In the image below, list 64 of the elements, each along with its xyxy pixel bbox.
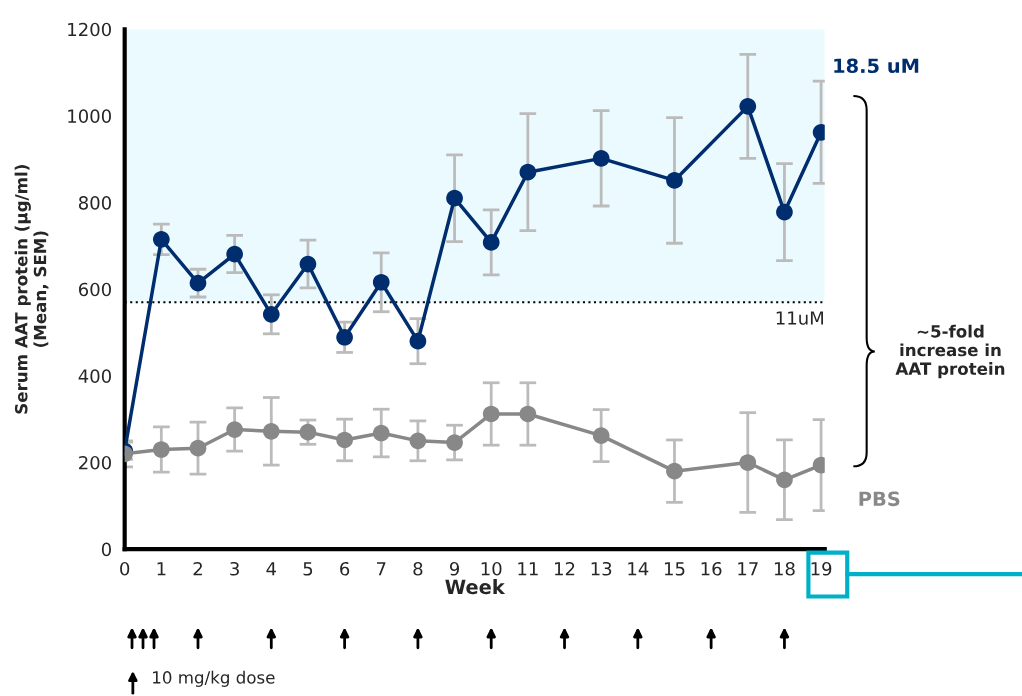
y-tick-label: 1200 <box>68 22 111 37</box>
point <box>446 189 463 207</box>
y-tick-label: 200 <box>79 455 111 470</box>
point <box>519 405 537 423</box>
point <box>226 421 243 438</box>
series-label: PBS <box>859 491 900 507</box>
x-tick-label: 19 <box>811 561 832 576</box>
x-tick-label: 17 <box>738 562 758 576</box>
x-tick-label: 10 <box>481 561 502 576</box>
point <box>592 150 610 167</box>
x-tick-label: 0 <box>120 561 130 576</box>
ref-line-label: 11uM <box>776 311 823 325</box>
point <box>776 471 793 489</box>
point <box>409 432 427 450</box>
text: ~5-fold increase in AAT protein <box>895 324 1005 379</box>
point <box>666 462 683 480</box>
y-axis-title: Serum AAT protein (µg/ml) (Mean, SEM) <box>14 165 49 414</box>
point <box>262 305 280 323</box>
point <box>776 203 793 221</box>
point <box>372 273 390 291</box>
point <box>482 405 500 423</box>
point <box>189 274 207 292</box>
point <box>226 245 243 263</box>
y-tick-label: 800 <box>78 196 111 210</box>
text: 10 mg/kg dose <box>153 670 275 687</box>
point <box>519 163 537 181</box>
x-tick-label: 12 <box>555 561 575 576</box>
point <box>336 431 353 449</box>
point <box>153 441 170 458</box>
x-tick-label: 7 <box>376 562 386 576</box>
point <box>299 423 317 441</box>
point <box>372 424 390 442</box>
annotation: 18.5 uM <box>834 58 919 74</box>
point <box>592 427 610 444</box>
point <box>446 434 463 451</box>
point <box>409 332 427 350</box>
x-tick-label: 15 <box>664 562 685 576</box>
y-tick-label: 0 <box>101 542 111 557</box>
x-tick-label: 16 <box>701 561 722 576</box>
point <box>666 172 683 189</box>
x-tick-label: 4 <box>266 562 277 576</box>
point <box>262 422 280 440</box>
x-tick-label: 18 <box>774 561 795 576</box>
point <box>739 98 757 115</box>
x-tick-label: 9 <box>449 561 460 576</box>
x-tick-label: 5 <box>303 562 313 576</box>
x-tick-label: 14 <box>628 562 649 576</box>
point <box>189 439 207 457</box>
point <box>336 328 353 346</box>
x-axis-title: Week <box>445 579 506 595</box>
x-tick-label: 8 <box>413 561 423 576</box>
y-tick-label: 600 <box>78 282 111 297</box>
x-tick-label: 1 <box>157 562 166 576</box>
x-tick-label: 11 <box>518 562 538 576</box>
point <box>739 454 757 471</box>
y-tick-label: 400 <box>78 369 111 383</box>
x-tick-label: 2 <box>193 561 202 576</box>
point <box>482 234 500 251</box>
point <box>299 255 317 273</box>
y-tick-label: 1000 <box>68 109 111 123</box>
x-tick-label: 6 <box>340 561 350 576</box>
x-tick-label: 13 <box>591 561 612 576</box>
x-tick-label: 3 <box>230 561 239 576</box>
point <box>153 231 170 248</box>
